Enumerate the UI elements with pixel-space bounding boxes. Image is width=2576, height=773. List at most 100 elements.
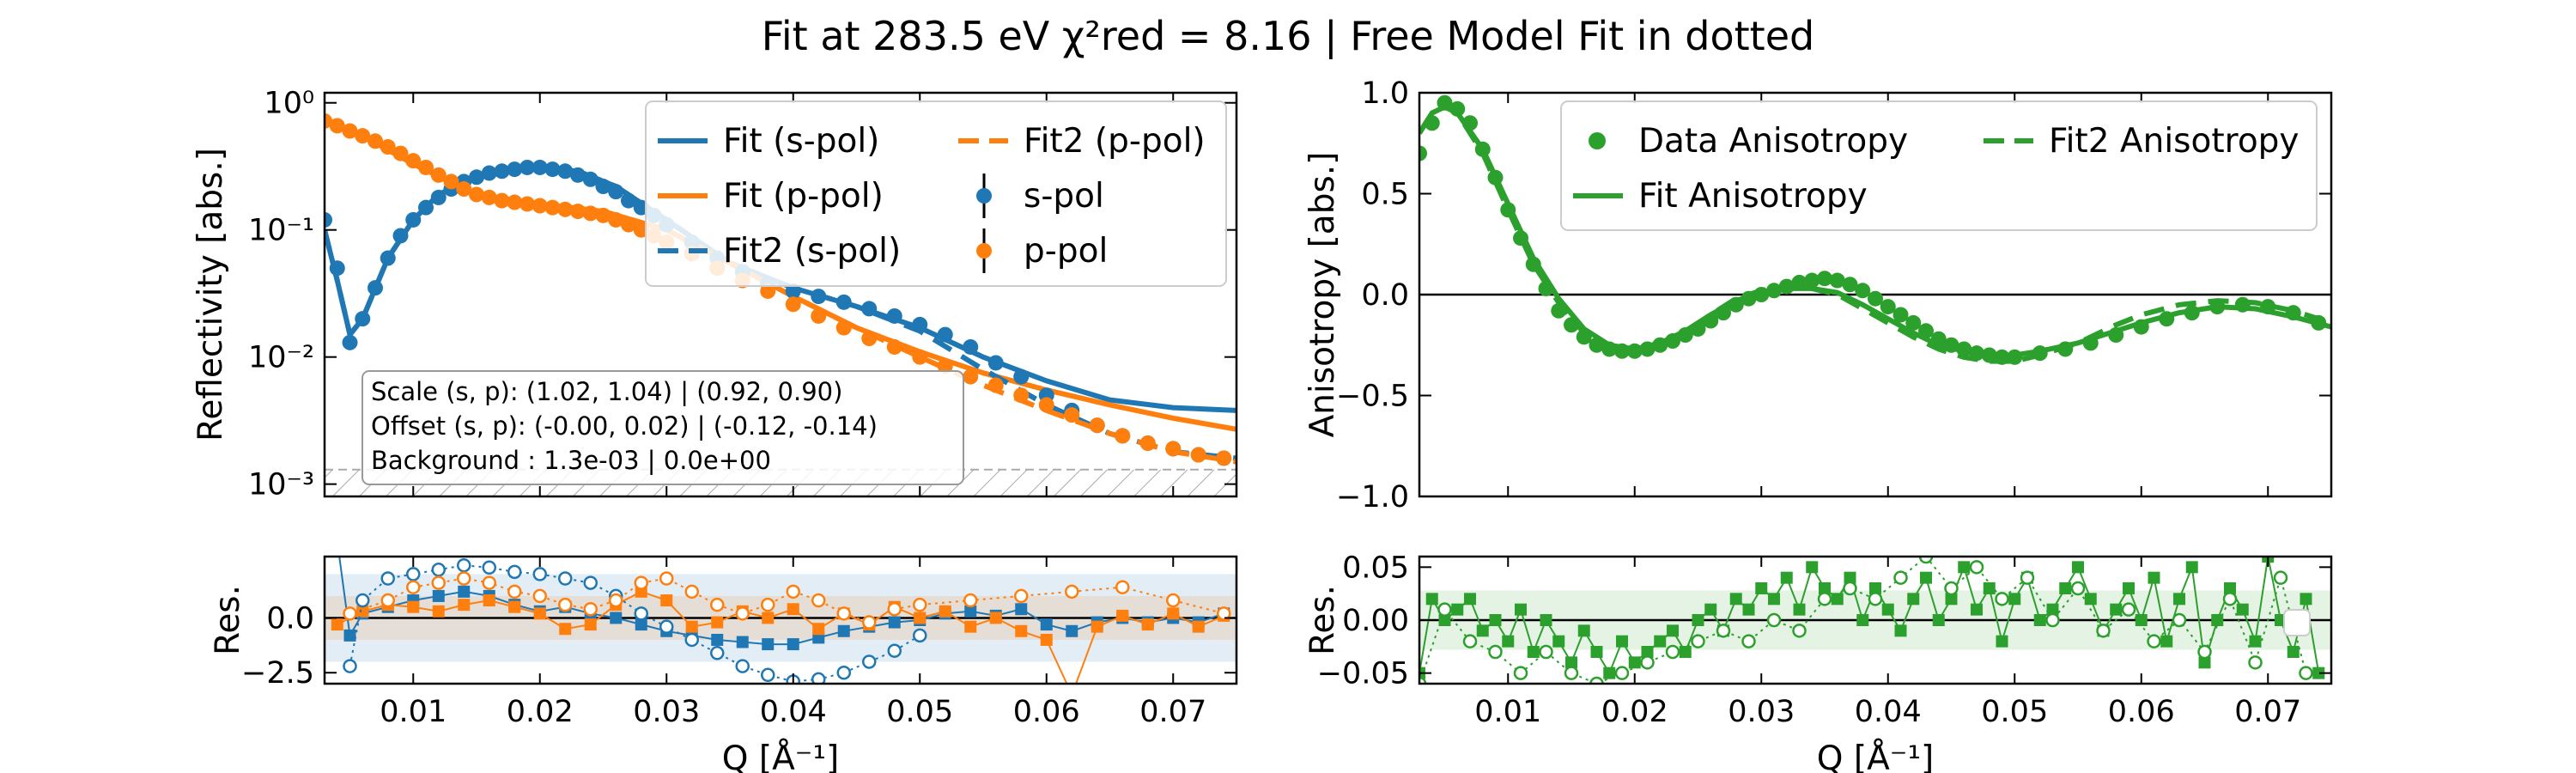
- data-point-s-pol: [430, 189, 447, 205]
- residual-point-anisotropy-residual-fit2: [1462, 634, 1478, 648]
- data-point-data-anisotropy: [1817, 271, 1832, 287]
- residual-point-anisotropy-residual-fit2: [1716, 624, 1731, 638]
- residual-point-anisotropy-residual-fit2: [1868, 592, 1883, 606]
- residual-point-anisotropy-residual-fit2: [1766, 612, 1782, 628]
- y-tick-label: 0.0: [266, 601, 314, 636]
- data-point-data-anisotropy: [1829, 272, 1845, 289]
- data-point-s-pol: [368, 280, 383, 296]
- residual-point-s-pol-residual-fit2: [659, 619, 674, 634]
- x-tick-label: 0.06: [1013, 695, 1080, 729]
- residual-point-p-pol-residual-fit2: [836, 606, 851, 621]
- data-point-data-anisotropy: [1652, 337, 1668, 353]
- residual-point-s-pol-residual-fit2: [457, 557, 471, 573]
- y-tick-label: 0.5: [1361, 178, 1409, 212]
- x-tick-label: 0.01: [380, 695, 447, 729]
- data-point-p-pol: [912, 349, 928, 365]
- residual-point-anisotropy-residual-fit: [1641, 646, 1654, 658]
- residual-point-anisotropy-residual-fit2: [1995, 592, 2009, 606]
- data-point-p-pol: [392, 145, 409, 161]
- data-point-p-pol: [380, 139, 396, 155]
- residual-point-p-pol-residual-fit2: [811, 593, 826, 608]
- x-tick-label: 0.02: [1601, 695, 1668, 729]
- residual-point-s-pol-residual-fit: [964, 605, 977, 618]
- data-point-s-pol: [886, 307, 902, 324]
- data-point-s-pol: [544, 161, 561, 178]
- legend-label: Data Anisotropy: [1638, 122, 1908, 161]
- residual-point-anisotropy-residual-fit: [2135, 614, 2148, 626]
- data-point-p-pol: [1013, 387, 1030, 404]
- data-point-data-anisotropy: [1487, 169, 1504, 186]
- data-point-p-pol: [861, 331, 878, 347]
- legend-box: [645, 100, 1227, 287]
- data-point-s-pol: [329, 260, 345, 277]
- residual-point-p-pol-residual-fit2: [1217, 606, 1231, 621]
- residual-point-s-pol-residual-fit: [837, 624, 850, 637]
- data-point-data-anisotropy: [2108, 327, 2124, 343]
- data-point-s-pol: [342, 334, 358, 350]
- residual-point-anisotropy-residual-fit: [1476, 624, 1489, 637]
- residual-point-p-pol-residual-fit2: [558, 597, 573, 612]
- x-tick-label: 0.07: [1139, 695, 1206, 729]
- residual-point-s-pol-residual-fit2: [735, 659, 750, 673]
- residual-point-p-pol-residual-fit: [711, 616, 724, 629]
- residual-point-anisotropy-residual-fit2: [1893, 570, 1908, 585]
- residual-point-anisotropy-residual-fit: [1464, 593, 1476, 606]
- data-point-s-pol: [481, 165, 497, 181]
- data-point-p-pol: [987, 377, 1004, 393]
- data-point-s-pol: [861, 301, 878, 317]
- data-point-s-pol: [937, 326, 953, 343]
- y-tick-label: −0.05: [1317, 657, 1409, 691]
- residual-point-p-pol-residual-fit: [331, 618, 343, 631]
- data-point-p-pol: [582, 205, 598, 222]
- data-point-p-pol: [405, 153, 422, 169]
- data-point-p-pol: [1064, 407, 1080, 423]
- residual-point-s-pol-residual-fit: [610, 612, 623, 624]
- residual-point-p-pol-residual-fit2: [963, 593, 978, 608]
- residual-point-s-pol-residual-fit2: [710, 646, 725, 660]
- residual-point-s-pol-residual-fit: [1066, 624, 1078, 637]
- y-tick-label: 0.05: [1342, 551, 1409, 585]
- residual-point-anisotropy-residual-fit: [1869, 582, 1881, 594]
- data-point-s-pol: [405, 211, 422, 228]
- data-point-p-pol: [785, 296, 801, 313]
- residual-point-anisotropy-residual-fit: [2312, 666, 2325, 679]
- data-point-s-pol: [987, 355, 1004, 371]
- data-point-data-anisotropy: [1943, 337, 1959, 353]
- residual-point-anisotropy-residual-fit: [1590, 646, 1603, 658]
- data-point-p-pol: [469, 186, 484, 203]
- legend-box: [1560, 100, 2318, 231]
- residual-point-p-pol-residual-fit2: [431, 575, 446, 590]
- residual-point-s-pol-residual-fit: [787, 638, 799, 651]
- residual-point-anisotropy-residual-fit: [2123, 582, 2135, 594]
- residual-point-anisotropy-residual-fit2: [1488, 644, 1503, 660]
- y-tick-label: 10⁻³: [248, 468, 314, 502]
- data-point-data-anisotropy: [1614, 343, 1630, 359]
- data-point-p-pol: [570, 204, 586, 220]
- plot-area: [1419, 94, 2331, 365]
- residual-point-p-pol-residual-fit2: [406, 580, 421, 594]
- data-point-data-anisotropy: [2209, 299, 2226, 315]
- residual-point-anisotropy-residual-fit: [1881, 603, 1894, 616]
- data-point-s-pol: [507, 161, 523, 178]
- residual-point-p-pol-residual-fit: [660, 594, 673, 607]
- data-point-p-pol: [507, 194, 523, 210]
- data-point-data-anisotropy: [1419, 145, 1427, 161]
- residual-point-anisotropy-residual-fit2: [1792, 624, 1807, 638]
- residual-point-p-pol-residual-fit: [432, 605, 445, 618]
- data-point-p-pol: [621, 216, 636, 233]
- data-point-data-anisotropy: [2133, 319, 2149, 335]
- legend: Data Anisotropy Fit2 Anisotropy Fit Anisot…: [1560, 100, 2318, 231]
- residual-point-anisotropy-residual-fit: [1692, 614, 1704, 626]
- data-point-s-pol: [519, 159, 535, 175]
- y-axis-label: Res.: [209, 585, 247, 655]
- residual-point-p-pol-residual-fit: [812, 623, 825, 636]
- data-point-data-anisotropy: [1956, 341, 1972, 357]
- residual-point-p-pol-residual-fit: [1192, 620, 1205, 633]
- data-point-p-pol: [355, 128, 371, 144]
- data-point-data-anisotropy: [1842, 277, 1858, 293]
- empty-legend-box: [2283, 609, 2311, 636]
- axes-frame: [323, 91, 1238, 498]
- residual-point-anisotropy-residual-fit2: [1691, 634, 1705, 648]
- residual-point-p-pol-residual-fit: [508, 600, 521, 613]
